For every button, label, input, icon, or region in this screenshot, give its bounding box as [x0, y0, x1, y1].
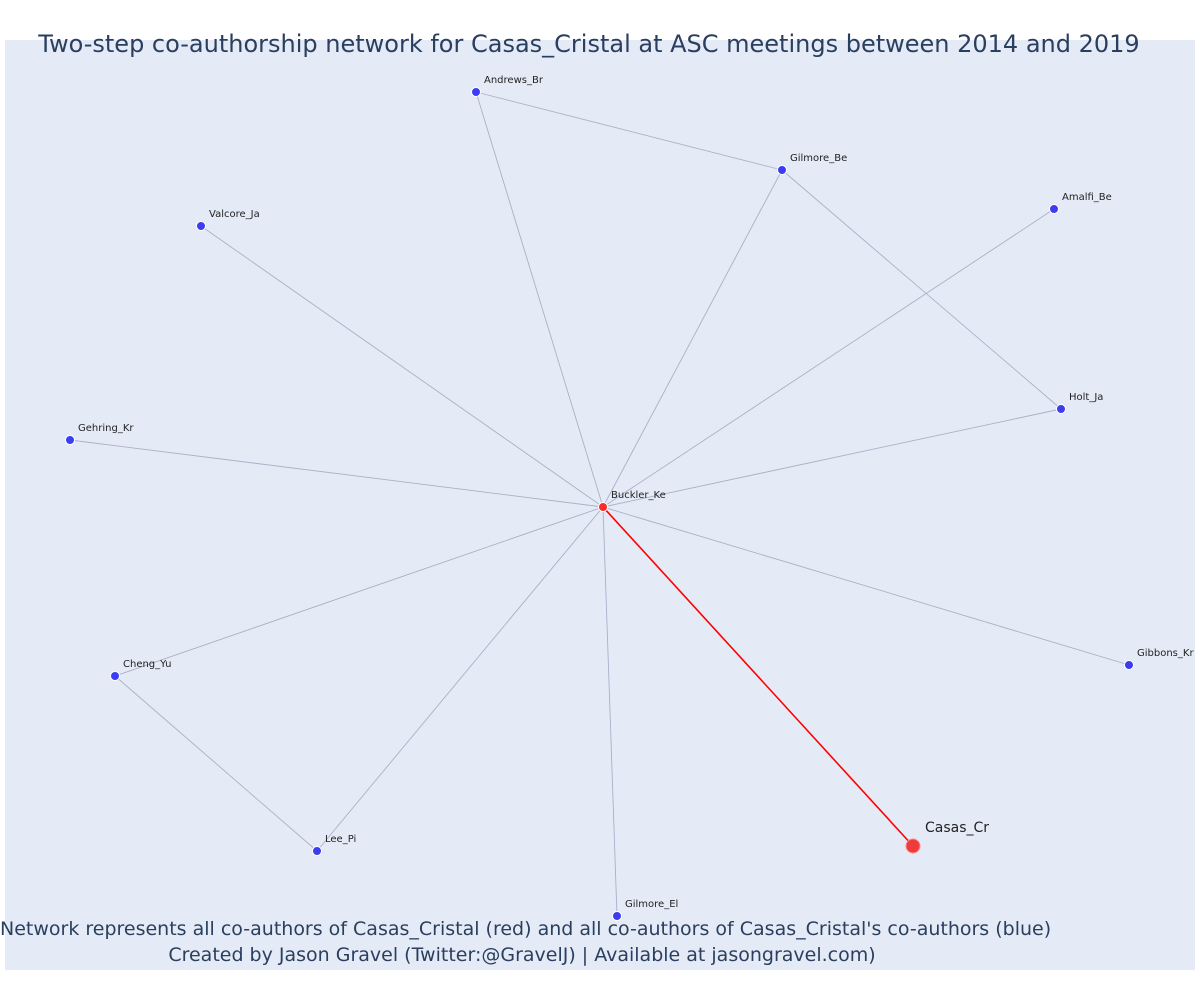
- caption-line-1: Network represents all co-authors of Cas…: [0, 918, 1052, 940]
- edge-buckler_ke-gilmore_el: [602, 506, 618, 917]
- edge-buckler_ke-lee_pi: [316, 506, 604, 852]
- node-buckler_ke[interactable]: [598, 502, 608, 512]
- caption-line-2: Created by Jason Gravel (Twitter:@Gravel…: [168, 944, 876, 966]
- edge-buckler_ke-gehring_kr: [69, 439, 604, 508]
- edge-buckler_ke-gilmore_be: [602, 169, 783, 508]
- edge-buckler_ke-casas_cr: [602, 506, 914, 847]
- node-label-gehring_kr: Gehring_Kr: [78, 423, 134, 434]
- node-label-lee_pi: Lee_Pi: [325, 834, 356, 845]
- chart-title: Two-step co-authorship network for Casas…: [38, 30, 1140, 58]
- node-label-gilmore_be: Gilmore_Be: [790, 153, 847, 164]
- edge-buckler_ke-cheng_yu: [114, 506, 604, 677]
- node-label-gilmore_el: Gilmore_El: [625, 899, 678, 910]
- node-label-cheng_yu: Cheng_Yu: [123, 659, 171, 670]
- node-label-gibbons_kr: Gibbons_Kr: [1137, 648, 1194, 659]
- edge-buckler_ke-valcore_ja: [200, 225, 604, 508]
- node-label-andrews_br: Andrews_Br: [484, 75, 544, 86]
- node-andrews_br[interactable]: [471, 87, 481, 97]
- node-casas_cr[interactable]: [905, 838, 921, 854]
- edge-buckler_ke-gibbons_kr: [602, 506, 1130, 666]
- edge-gilmore_be-holt_ja: [781, 169, 1062, 410]
- node-label-casas_cr: Casas_Cr: [925, 820, 989, 836]
- labels-layer: Casas_Cr Buckler_Ke Andrews_Br Gilmore_Be Va…: [78, 75, 1194, 910]
- edges-layer: [69, 91, 1130, 917]
- node-amalfi_be[interactable]: [1049, 204, 1059, 214]
- edge-cheng_yu-lee_pi: [114, 675, 318, 852]
- node-gilmore_be[interactable]: [777, 165, 787, 175]
- edge-buckler_ke-amalfi_be: [602, 208, 1055, 508]
- node-label-amalfi_be: Amalfi_Be: [1062, 192, 1112, 203]
- node-cheng_yu[interactable]: [110, 671, 120, 681]
- nodes-layer: [65, 87, 1134, 921]
- node-gibbons_kr[interactable]: [1124, 660, 1134, 670]
- node-gilmore_el[interactable]: [612, 911, 622, 921]
- node-label-buckler_ke: Buckler_Ke: [611, 490, 666, 501]
- edge-andrews_br-gilmore_be: [475, 91, 783, 171]
- node-valcore_ja[interactable]: [196, 221, 206, 231]
- edge-buckler_ke-holt_ja: [602, 408, 1062, 508]
- edge-buckler_ke-andrews_br: [475, 91, 604, 508]
- node-lee_pi[interactable]: [312, 846, 322, 856]
- node-gehring_kr[interactable]: [65, 435, 75, 445]
- node-holt_ja[interactable]: [1056, 404, 1066, 414]
- node-label-holt_ja: Holt_Ja: [1069, 392, 1103, 403]
- node-label-valcore_ja: Valcore_Ja: [209, 209, 260, 220]
